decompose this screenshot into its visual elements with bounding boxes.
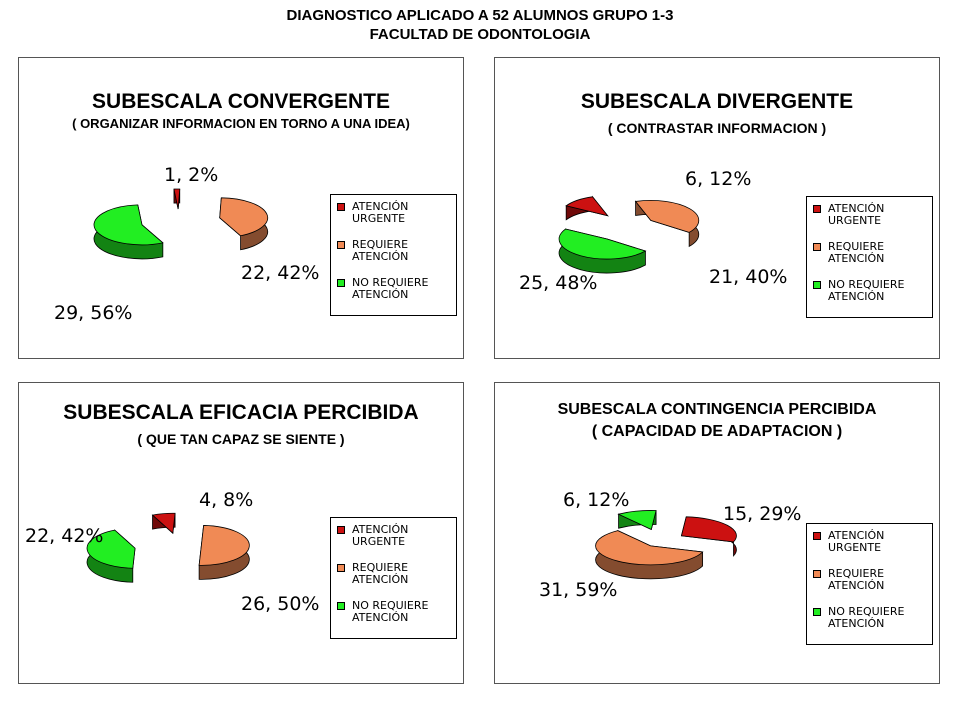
data-label-requires: 26, 50% <box>241 593 320 615</box>
chart-subtitle: ( CONTRASTAR INFORMACION ) <box>607 120 827 136</box>
legend-swatch-urgent <box>813 532 821 540</box>
data-label-requires: 21, 40% <box>709 266 788 288</box>
data-label-no-requires: 22, 42% <box>25 525 104 547</box>
pie-slice-top <box>680 516 737 543</box>
pie-slice-no-requires <box>617 510 657 531</box>
chart-panel-eficacia: SUBESCALA EFICACIA PERCIBIDA ( QUE TAN C… <box>18 382 464 684</box>
pie-slice-no-requires <box>558 228 647 274</box>
data-label-requires: 31, 59% <box>539 579 618 601</box>
chart-panel-divergente: SUBESCALA DIVERGENTE ( CONTRASTAR INFORM… <box>494 57 940 359</box>
legend-swatch-urgent <box>813 205 821 213</box>
chart-panel-convergente: SUBESCALA CONVERGENTE ( ORGANIZAR INFORM… <box>18 57 464 359</box>
data-label-no-requires: 29, 56% <box>54 302 133 324</box>
pie-slice-top <box>151 512 176 535</box>
legend-swatch-urgent <box>337 526 345 534</box>
chart-title: SUBESCALA EFICACIA PERCIBIDA <box>63 401 419 424</box>
legend-swatch-no-requires <box>813 608 821 616</box>
chart-subtitle: ( ORGANIZAR INFORMACION EN TORNO A UNA I… <box>72 116 410 131</box>
chart-legend: ATENCIÓN URGENTE REQUIERE ATENCIÓN NO RE… <box>806 196 933 318</box>
pie-slice-requires <box>595 529 704 580</box>
pie-slice-top <box>595 530 704 566</box>
data-label-urgent: 15, 29% <box>723 503 802 525</box>
data-label-urgent: 1, 2% <box>164 164 219 186</box>
chart-subtitle: ( CAPACIDAD DE ADAPTACION ) <box>591 423 843 440</box>
chart-panel-contingencia: SUBESCALA CONTINGENCIA PERCIBIDA ( CAPAC… <box>494 382 940 684</box>
data-label-no-requires: 6, 12% <box>563 489 630 511</box>
pie-slice-requires <box>219 197 269 251</box>
pie-slice-top <box>558 228 647 260</box>
pie-slice-top <box>86 529 136 569</box>
pie-chart <box>558 195 700 274</box>
data-label-no-requires: 25, 48% <box>519 272 598 294</box>
chart-title: SUBESCALA DIVERGENTE <box>580 90 854 113</box>
pie-slice-urgent <box>565 195 609 221</box>
chart-legend: ATENCIÓN URGENTE REQUIERE ATENCIÓN NO RE… <box>806 523 933 645</box>
pie-slice-top <box>93 204 164 246</box>
pie-slice-top <box>219 197 269 237</box>
legend-swatch-requires <box>813 570 821 578</box>
header-line-2: FACULTAD DE ODONTOLOGIA <box>369 26 591 43</box>
chart-legend: ATENCIÓN URGENTE REQUIERE ATENCIÓN NO RE… <box>330 194 457 316</box>
legend-swatch-requires <box>337 564 345 572</box>
pie-slice-top <box>634 199 700 233</box>
chart-subtitle: ( QUE TAN CAPAZ SE SIENTE ) <box>137 431 345 447</box>
pie-slice-no-requires <box>93 204 164 260</box>
pie-slice-urgent <box>173 188 181 210</box>
legend-swatch-no-requires <box>813 281 821 289</box>
pie-slice-top <box>198 525 250 566</box>
chart-legend: ATENCIÓN URGENTE REQUIERE ATENCIÓN NO RE… <box>330 517 457 639</box>
page-header: DIAGNOSTICO APLICADO A 52 ALUMNOS GRUPO … <box>0 6 960 44</box>
pie-slice-top <box>565 196 609 217</box>
pie-chart <box>86 512 250 583</box>
pie-slice-urgent <box>680 516 737 557</box>
data-label-urgent: 6, 12% <box>685 168 752 190</box>
pie-slice-urgent <box>151 512 176 535</box>
legend-swatch-requires <box>337 241 345 249</box>
chart-title: SUBESCALA CONTINGENCIA PERCIBIDA <box>557 401 877 418</box>
legend-swatch-no-requires <box>337 279 345 287</box>
data-label-requires: 22, 42% <box>241 262 320 284</box>
header-line-1: DIAGNOSTICO APLICADO A 52 ALUMNOS GRUPO … <box>286 7 674 24</box>
legend-swatch-no-requires <box>337 602 345 610</box>
pie-slice-top <box>173 188 181 210</box>
pie-chart <box>595 510 737 580</box>
pie-slice-top <box>617 510 657 531</box>
pie-slice-no-requires <box>86 529 136 583</box>
legend-swatch-urgent <box>337 203 345 211</box>
chart-title: SUBESCALA CONVERGENTE <box>92 90 390 113</box>
pie-chart <box>93 188 269 260</box>
pie-slice-requires <box>198 525 250 580</box>
data-label-urgent: 4, 8% <box>199 489 254 511</box>
pie-slice-requires <box>634 199 700 248</box>
legend-swatch-requires <box>813 243 821 251</box>
